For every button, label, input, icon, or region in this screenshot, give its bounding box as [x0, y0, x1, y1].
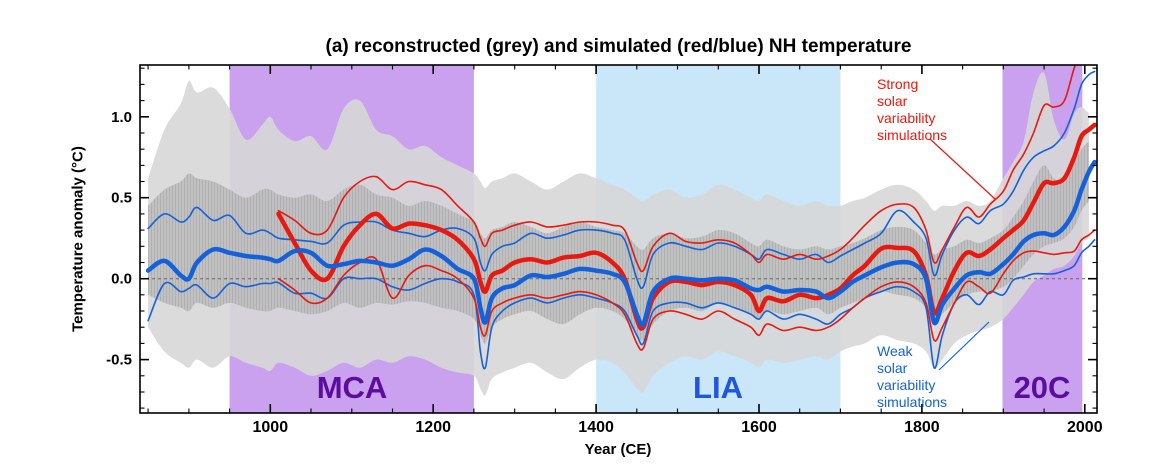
series-weak-solar-upper-bound	[147, 70, 1096, 290]
svg-text:1800: 1800	[904, 419, 940, 436]
strong-leader	[929, 138, 996, 200]
svg-text:1.0: 1.0	[111, 109, 132, 126]
period-label-20c: 20C	[1013, 370, 1071, 405]
y-axis-label: Temperature anomaly (°C)	[69, 146, 87, 332]
weak-leader	[938, 321, 990, 371]
x-axis-label: Year (CE)	[584, 441, 652, 458]
svg-text:2000: 2000	[1067, 419, 1103, 436]
plot-frame	[139, 64, 1098, 414]
annotation-weak-solar: Weak solar variability simulations	[877, 343, 948, 410]
series-strong-solar-upper-bound	[277, 65, 1077, 273]
period-label-mca: MCA	[316, 370, 388, 405]
svg-text:1400: 1400	[578, 419, 614, 436]
svg-text:1000: 1000	[253, 419, 289, 436]
chart-title: (a) reconstructed (grey) and simulated (…	[325, 36, 912, 57]
annotation-strong-solar: Strong solar variability simulations	[877, 76, 948, 143]
series-strong-solar-lower-bound	[277, 229, 1096, 351]
svg-text:0.5: 0.5	[111, 190, 132, 207]
svg-text:1200: 1200	[415, 419, 451, 436]
svg-text:-0.5: -0.5	[106, 352, 132, 369]
svg-text:0.0: 0.0	[111, 271, 132, 288]
axis-ticks: 1000 1200 1400 1600 1800 2000 -0.5 0.0 0.5 1.0	[106, 65, 1103, 436]
series-weak-solar-lower-bound	[147, 239, 1096, 370]
svg-text:1600: 1600	[741, 419, 777, 436]
plot-area	[140, 65, 1097, 413]
series-strong-solar-mean	[276, 122, 1097, 331]
series-weak-solar-mean	[145, 159, 1097, 328]
period-label-lia: LIA	[693, 370, 743, 405]
